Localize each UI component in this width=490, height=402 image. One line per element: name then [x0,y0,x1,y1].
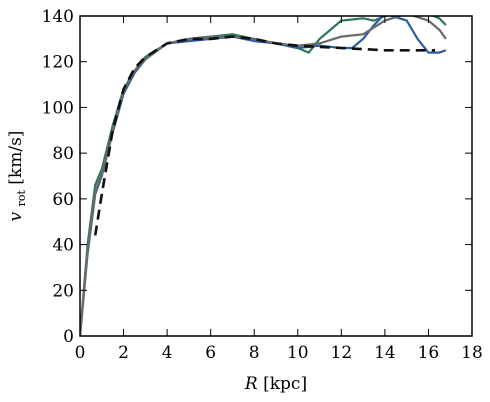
x-tick-label: 12 [331,343,353,363]
x-tick-label: 6 [205,343,216,363]
x-tick-label: 2 [118,343,129,363]
y-tick-label: 120 [42,53,74,73]
y-tick-label: 140 [42,7,74,27]
tick-layer: 0 2 4 6 8 10 12 14 16 18 0 20 40 60 80 100 120 140 [42,7,483,363]
y-tick-label: 40 [52,236,74,256]
y-axis-label-var: v [6,211,26,221]
x-axis-label-var: R [244,374,258,394]
x-tick-label: 10 [287,343,309,363]
plot-frame [79,15,473,337]
x-axis-label-unit: [kpc] [263,374,307,394]
y-axis-label: v rot [km/s] [6,131,30,222]
y-tick-label: 60 [52,190,74,210]
y-tick-label: 100 [42,98,74,118]
x-tick-label: 18 [461,343,483,363]
x-tick-label: 0 [75,343,86,363]
series-line-4 [93,35,435,236]
series-line-2 [80,16,447,336]
y-axis-label-unit: [km/s] [6,131,26,185]
y-tick-label: 0 [63,327,74,347]
series-line-3 [80,16,447,336]
series-layer [80,16,447,336]
x-tick-label: 16 [418,343,440,363]
series-line-1 [80,16,447,336]
y-axis-label-subscript: rot [15,190,28,207]
x-axis-label: R [kpc] [244,374,307,394]
x-tick-label: 4 [162,343,173,363]
x-tick-label: 8 [249,343,260,363]
y-tick-label: 80 [52,144,74,164]
y-tick-label: 20 [52,281,74,301]
x-tick-label: 14 [374,343,396,363]
